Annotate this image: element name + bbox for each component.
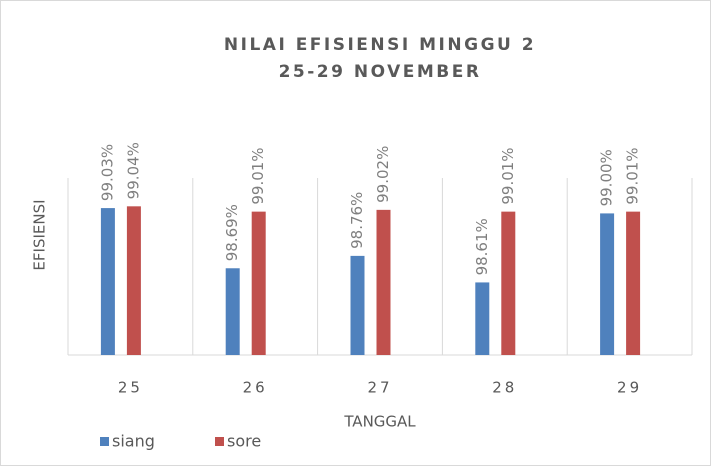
legend-swatch: [100, 437, 109, 446]
data-label: 98.61%: [473, 218, 491, 275]
bar: [225, 268, 240, 355]
bar: [126, 206, 141, 355]
x-tick-label: 25: [118, 379, 143, 397]
bar: [600, 213, 615, 355]
data-label: 99.01%: [249, 147, 267, 204]
bar: [626, 211, 641, 355]
legend-label: siang: [112, 432, 155, 451]
x-tick-label: 26: [243, 379, 268, 397]
x-tick-label: 28: [492, 379, 517, 397]
data-label: 99.01%: [624, 147, 642, 204]
x-tick-label: 27: [367, 379, 392, 397]
bar: [251, 211, 266, 355]
bar: [475, 282, 490, 355]
data-label: 99.03%: [98, 144, 116, 201]
legend-swatch: [215, 437, 224, 446]
x-axis-label: TANGGAL: [343, 413, 416, 431]
data-label: 99.04%: [124, 142, 142, 199]
data-label: 99.00%: [598, 149, 616, 206]
legend-label: sore: [227, 432, 261, 451]
bar: [501, 211, 516, 355]
bar: [350, 255, 365, 355]
bar: [100, 208, 115, 355]
data-label: 99.01%: [499, 147, 517, 204]
bar: [376, 209, 391, 355]
x-tick-label: 29: [617, 379, 642, 397]
y-axis-label: EFISIENSI: [31, 199, 49, 270]
data-label: 99.02%: [374, 146, 392, 203]
chart-title: NILAI EFISIENSI MINGGU 2: [224, 35, 536, 55]
data-label: 98.76%: [348, 192, 366, 249]
chart-subtitle: 25-29 NOVEMBER: [279, 62, 482, 82]
data-label: 98.69%: [223, 204, 241, 261]
